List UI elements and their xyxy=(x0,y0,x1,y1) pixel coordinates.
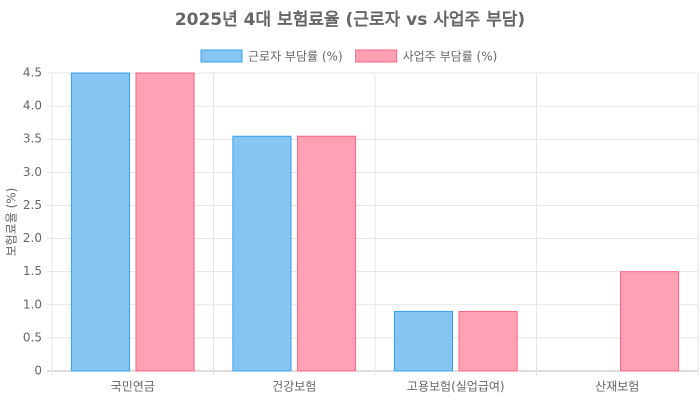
y-axis-label: 보험료율 (%) xyxy=(5,188,19,257)
x-tick-label: 고용보험(실업급여) xyxy=(407,380,505,394)
bar xyxy=(70,72,131,372)
y-tick-label: 2.5 xyxy=(23,198,42,212)
y-tick-label: 0 xyxy=(34,364,42,378)
y-tick-label: 1.5 xyxy=(23,264,42,278)
y-tick-label: 4.5 xyxy=(23,66,42,80)
legend-label: 근로자 부담률 (%) xyxy=(248,50,343,64)
x-tick-label: 산재보험 xyxy=(595,380,639,394)
y-tick-label: 2.0 xyxy=(23,231,42,245)
legend-label: 사업주 부담률 (%) xyxy=(403,50,498,64)
bar xyxy=(458,310,518,372)
bar xyxy=(296,135,357,372)
bar xyxy=(393,310,454,372)
chart-title: 2025년 4대 보험료율 (근로자 vs 사업주 부담) xyxy=(175,9,525,30)
y-tick-label: 0.5 xyxy=(23,330,42,344)
bar xyxy=(135,72,195,372)
bar xyxy=(232,135,292,372)
x-tick-label: 건강보험 xyxy=(272,380,316,394)
y-tick-label: 3.0 xyxy=(23,165,42,179)
bar xyxy=(619,271,680,372)
y-tick-label: 1.0 xyxy=(23,297,42,311)
legend-swatch xyxy=(355,49,398,63)
y-tick-label: 4.0 xyxy=(23,99,42,113)
x-tick-label: 국민연금 xyxy=(111,380,155,394)
legend-swatch xyxy=(200,49,243,63)
y-tick-label: 3.5 xyxy=(23,132,42,146)
